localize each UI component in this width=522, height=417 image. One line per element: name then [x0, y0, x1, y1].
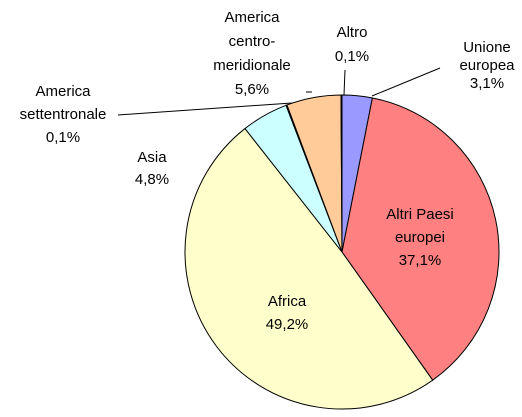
value-label: 49,2%: [266, 316, 309, 333]
slice-label: Africa: [268, 293, 307, 310]
value-label: 0,1%: [46, 129, 80, 146]
slice-label: Unione europea: [459, 39, 515, 74]
slice-label: Altri Paesi europei: [386, 206, 454, 246]
leader-line: [371, 67, 441, 97]
value-label: 0,1%: [335, 48, 369, 65]
value-label: 5,6%: [235, 81, 269, 98]
value-label: 37,1%: [399, 252, 442, 269]
slice-label: America centro-meridionale: [213, 9, 291, 74]
leader-line: [117, 102, 293, 116]
value-label: 3,1%: [470, 75, 504, 92]
pie-slice: [184, 127, 434, 410]
leader-line: [343, 69, 346, 96]
slice-label: Altro: [337, 24, 368, 41]
slice-label: Asia: [137, 149, 167, 166]
value-label: 4,8%: [135, 171, 169, 188]
slice-label: America settentronale: [20, 83, 107, 123]
pie-slice: [340, 94, 343, 253]
pie-slice: [341, 97, 500, 381]
